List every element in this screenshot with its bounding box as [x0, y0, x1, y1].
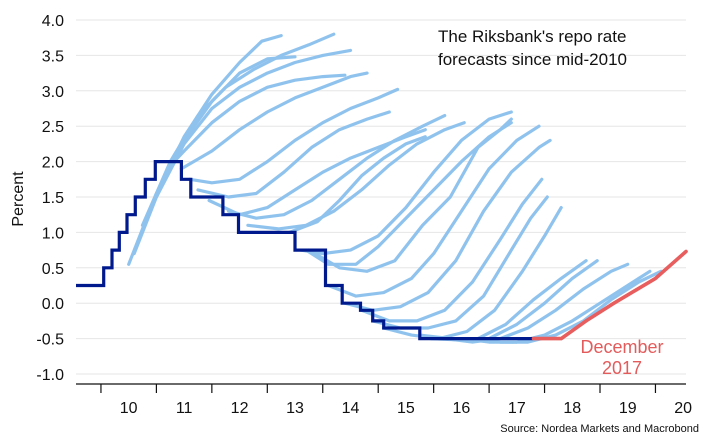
actual-repo-rate-line [76, 160, 534, 341]
forecast-line [127, 34, 283, 266]
forecast-line [188, 87, 400, 185]
forecast-line [299, 110, 513, 256]
forecast-line [154, 48, 353, 199]
chart-title-line-2: forecasts since mid-2010 [438, 50, 627, 69]
y-tick-label: -1.0 [36, 367, 64, 384]
x-tick-label: 12 [231, 400, 249, 417]
december-2017-forecast-line [531, 249, 688, 341]
forecast-line [196, 110, 391, 199]
x-axis-ticks: 10 11 12 13 14 15 16 17 18 19 20 [100, 384, 692, 417]
forecast-line [246, 121, 466, 231]
forecast-line [326, 124, 541, 298]
chart-title-line-1: The Riksbank's repo rate [438, 27, 626, 46]
y-tick-label: 1.0 [42, 225, 64, 242]
y-tick-label: 2.5 [42, 119, 64, 136]
forecast-line [382, 206, 563, 341]
x-tick-label: 17 [508, 400, 526, 417]
forecast-line [140, 32, 336, 227]
x-tick-label: 14 [342, 400, 360, 417]
x-tick-label: 15 [397, 400, 415, 417]
forecast-line [470, 269, 663, 344]
y-tick-label: 3.0 [42, 84, 64, 101]
x-tick-label: 19 [619, 400, 637, 417]
y-tick-label: -0.5 [36, 332, 64, 349]
forecast-line [343, 138, 552, 312]
y-tick-label: 0.5 [42, 261, 64, 278]
source-note: Source: Nordea Markets and Macrobond [500, 423, 699, 435]
forecast-line [179, 71, 369, 171]
annotation-line-2: 2017 [602, 358, 642, 378]
forecast-line [307, 117, 513, 273]
y-tick-label: 1.5 [42, 190, 64, 207]
forecast-lines [127, 32, 663, 344]
y-tick-label: 0.0 [42, 296, 64, 313]
y-tick-label: 3.5 [42, 48, 64, 65]
y-axis-label: Percent [10, 171, 27, 227]
forecast-line [165, 73, 347, 171]
x-tick-label: 16 [452, 400, 470, 417]
y-tick-label: 4.0 [42, 13, 64, 30]
forecast-line [287, 135, 427, 234]
x-tick-label: 11 [176, 400, 193, 417]
forecast-line [360, 177, 544, 323]
x-tick-label: 20 [674, 400, 692, 417]
y-tick-label: 2.0 [42, 155, 64, 172]
forecast-line [226, 114, 447, 220]
x-tick-label: 13 [286, 400, 304, 417]
x-tick-label: 18 [563, 400, 581, 417]
y-axis-ticks: 4.0 3.5 3.0 2.5 2.0 1.5 1.0 0.5 0.0 -0.5 -1.0 [36, 13, 64, 384]
x-tick-label: 10 [120, 400, 138, 417]
actual-rate-lines [76, 160, 688, 341]
annotation-line-1: December [580, 337, 663, 357]
